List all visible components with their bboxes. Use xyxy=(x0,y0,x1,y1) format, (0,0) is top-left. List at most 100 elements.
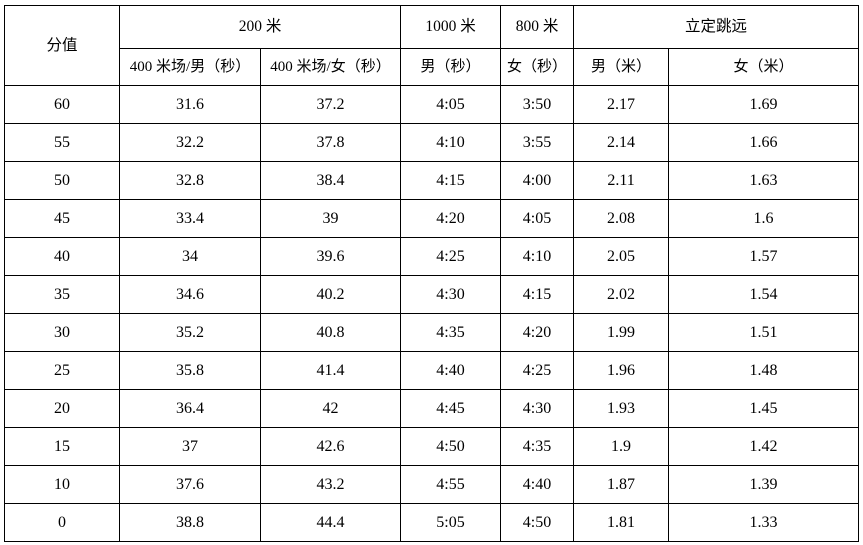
value-cell: 1.96 xyxy=(573,351,670,390)
table-row: 35 34.6 40.2 4:30 4:15 2.02 1.54 xyxy=(4,275,860,314)
value-cell: 4:25 xyxy=(400,237,502,276)
header-jump-female: 女（米） xyxy=(668,48,860,86)
value-cell: 1.93 xyxy=(573,389,670,428)
value-cell: 36.4 xyxy=(119,389,261,428)
value-cell: 4:50 xyxy=(500,503,575,542)
score-cell: 0 xyxy=(4,503,120,542)
table-body: 60 31.6 37.2 4:05 3:50 2.17 1.69 55 32.2 37.8 4:10… xyxy=(4,85,860,542)
value-cell: 35.8 xyxy=(119,351,261,390)
value-cell: 32.8 xyxy=(119,161,261,200)
value-cell: 5:05 xyxy=(400,503,502,542)
header-score: 分值 xyxy=(4,5,120,86)
score-cell: 35 xyxy=(4,275,120,314)
value-cell: 2.02 xyxy=(573,275,670,314)
score-cell: 25 xyxy=(4,351,120,390)
table-row: 45 33.4 39 4:20 4:05 2.08 1.6 xyxy=(4,199,860,238)
value-cell: 1.33 xyxy=(668,503,860,542)
table-row: 0 38.8 44.4 5:05 4:50 1.81 1.33 xyxy=(4,503,860,542)
value-cell: 4:00 xyxy=(500,161,575,200)
value-cell: 33.4 xyxy=(119,199,261,238)
value-cell: 4:15 xyxy=(500,275,575,314)
value-cell: 34.6 xyxy=(119,275,261,314)
value-cell: 4:10 xyxy=(500,237,575,276)
value-cell: 1.81 xyxy=(573,503,670,542)
score-cell: 40 xyxy=(4,237,120,276)
value-cell: 4:30 xyxy=(400,275,502,314)
table-row: 15 37 42.6 4:50 4:35 1.9 1.42 xyxy=(4,427,860,466)
value-cell: 42.6 xyxy=(259,427,402,466)
value-cell: 35.2 xyxy=(119,313,261,352)
value-cell: 4:05 xyxy=(500,199,575,238)
score-table: 分值 200 米 1000 米 800 米 立定跳远 400 米场/男（秒） 4… xyxy=(4,5,860,542)
value-cell: 1.54 xyxy=(668,275,860,314)
table-row: 40 34 39.6 4:25 4:10 2.05 1.57 xyxy=(4,237,860,276)
header-row-sub: 400 米场/男（秒） 400 米场/女（秒） 男（秒） 女（秒） 男（米） 女… xyxy=(5,48,860,86)
value-cell: 4:30 xyxy=(500,389,575,428)
value-cell: 32.2 xyxy=(119,123,261,162)
value-cell: 4:20 xyxy=(400,199,502,238)
value-cell: 31.6 xyxy=(119,85,261,124)
table-row: 25 35.8 41.4 4:40 4:25 1.96 1.48 xyxy=(4,351,860,390)
value-cell: 4:35 xyxy=(400,313,502,352)
value-cell: 4:05 xyxy=(400,85,502,124)
value-cell: 1.66 xyxy=(668,123,860,162)
value-cell: 38.4 xyxy=(259,161,402,200)
value-cell: 1.9 xyxy=(573,427,670,466)
value-cell: 3:50 xyxy=(500,85,575,124)
value-cell: 38.8 xyxy=(119,503,261,542)
value-cell: 4:20 xyxy=(500,313,575,352)
value-cell: 2.14 xyxy=(573,123,670,162)
header-jump-male: 男（米） xyxy=(573,48,670,86)
header-200m-group: 200 米 xyxy=(118,5,402,49)
value-cell: 4:55 xyxy=(400,465,502,504)
value-cell: 34 xyxy=(119,237,261,276)
value-cell: 2.05 xyxy=(573,237,670,276)
value-cell: 37.6 xyxy=(119,465,261,504)
value-cell: 2.17 xyxy=(573,85,670,124)
score-cell: 10 xyxy=(4,465,120,504)
value-cell: 1.99 xyxy=(573,313,670,352)
value-cell: 1.87 xyxy=(573,465,670,504)
value-cell: 1.69 xyxy=(668,85,860,124)
value-cell: 1.51 xyxy=(668,313,860,352)
table-row: 55 32.2 37.8 4:10 3:55 2.14 1.66 xyxy=(4,123,860,162)
value-cell: 2.08 xyxy=(573,199,670,238)
score-cell: 30 xyxy=(4,313,120,352)
value-cell: 41.4 xyxy=(259,351,402,390)
score-cell: 20 xyxy=(4,389,120,428)
value-cell: 3:55 xyxy=(500,123,575,162)
header-200m-male: 400 米场/男（秒） xyxy=(119,48,261,86)
score-cell: 50 xyxy=(4,161,120,200)
score-cell: 45 xyxy=(4,199,120,238)
value-cell: 4:50 xyxy=(400,427,502,466)
value-cell: 37.8 xyxy=(259,123,402,162)
header-800m-female: 女（秒） xyxy=(500,48,575,86)
score-cell: 15 xyxy=(4,427,120,466)
value-cell: 4:45 xyxy=(400,389,502,428)
value-cell: 39.6 xyxy=(259,237,402,276)
value-cell: 1.42 xyxy=(668,427,860,466)
header-row-groups: 分值 200 米 1000 米 800 米 立定跳远 xyxy=(4,5,860,86)
value-cell: 2.11 xyxy=(573,161,670,200)
table-row: 60 31.6 37.2 4:05 3:50 2.17 1.69 xyxy=(4,85,860,124)
value-cell: 40.8 xyxy=(259,313,402,352)
value-cell: 37 xyxy=(119,427,261,466)
value-cell: 4:35 xyxy=(500,427,575,466)
value-cell: 1.63 xyxy=(668,161,860,200)
table-row: 50 32.8 38.4 4:15 4:00 2.11 1.63 xyxy=(4,161,860,200)
header-800m-group: 800 米 xyxy=(500,5,575,49)
value-cell: 4:15 xyxy=(400,161,502,200)
value-cell: 4:40 xyxy=(400,351,502,390)
table-row: 30 35.2 40.8 4:35 4:20 1.99 1.51 xyxy=(4,313,860,352)
table-row: 20 36.4 42 4:45 4:30 1.93 1.45 xyxy=(4,389,860,428)
value-cell: 39 xyxy=(259,199,402,238)
value-cell: 42 xyxy=(259,389,402,428)
value-cell: 43.2 xyxy=(259,465,402,504)
value-cell: 4:10 xyxy=(400,123,502,162)
score-cell: 60 xyxy=(4,85,120,124)
score-cell: 55 xyxy=(4,123,120,162)
value-cell: 37.2 xyxy=(259,85,402,124)
value-cell: 1.6 xyxy=(668,199,860,238)
table-row: 10 37.6 43.2 4:55 4:40 1.87 1.39 xyxy=(4,465,860,504)
header-200m-female: 400 米场/女（秒） xyxy=(259,48,402,86)
